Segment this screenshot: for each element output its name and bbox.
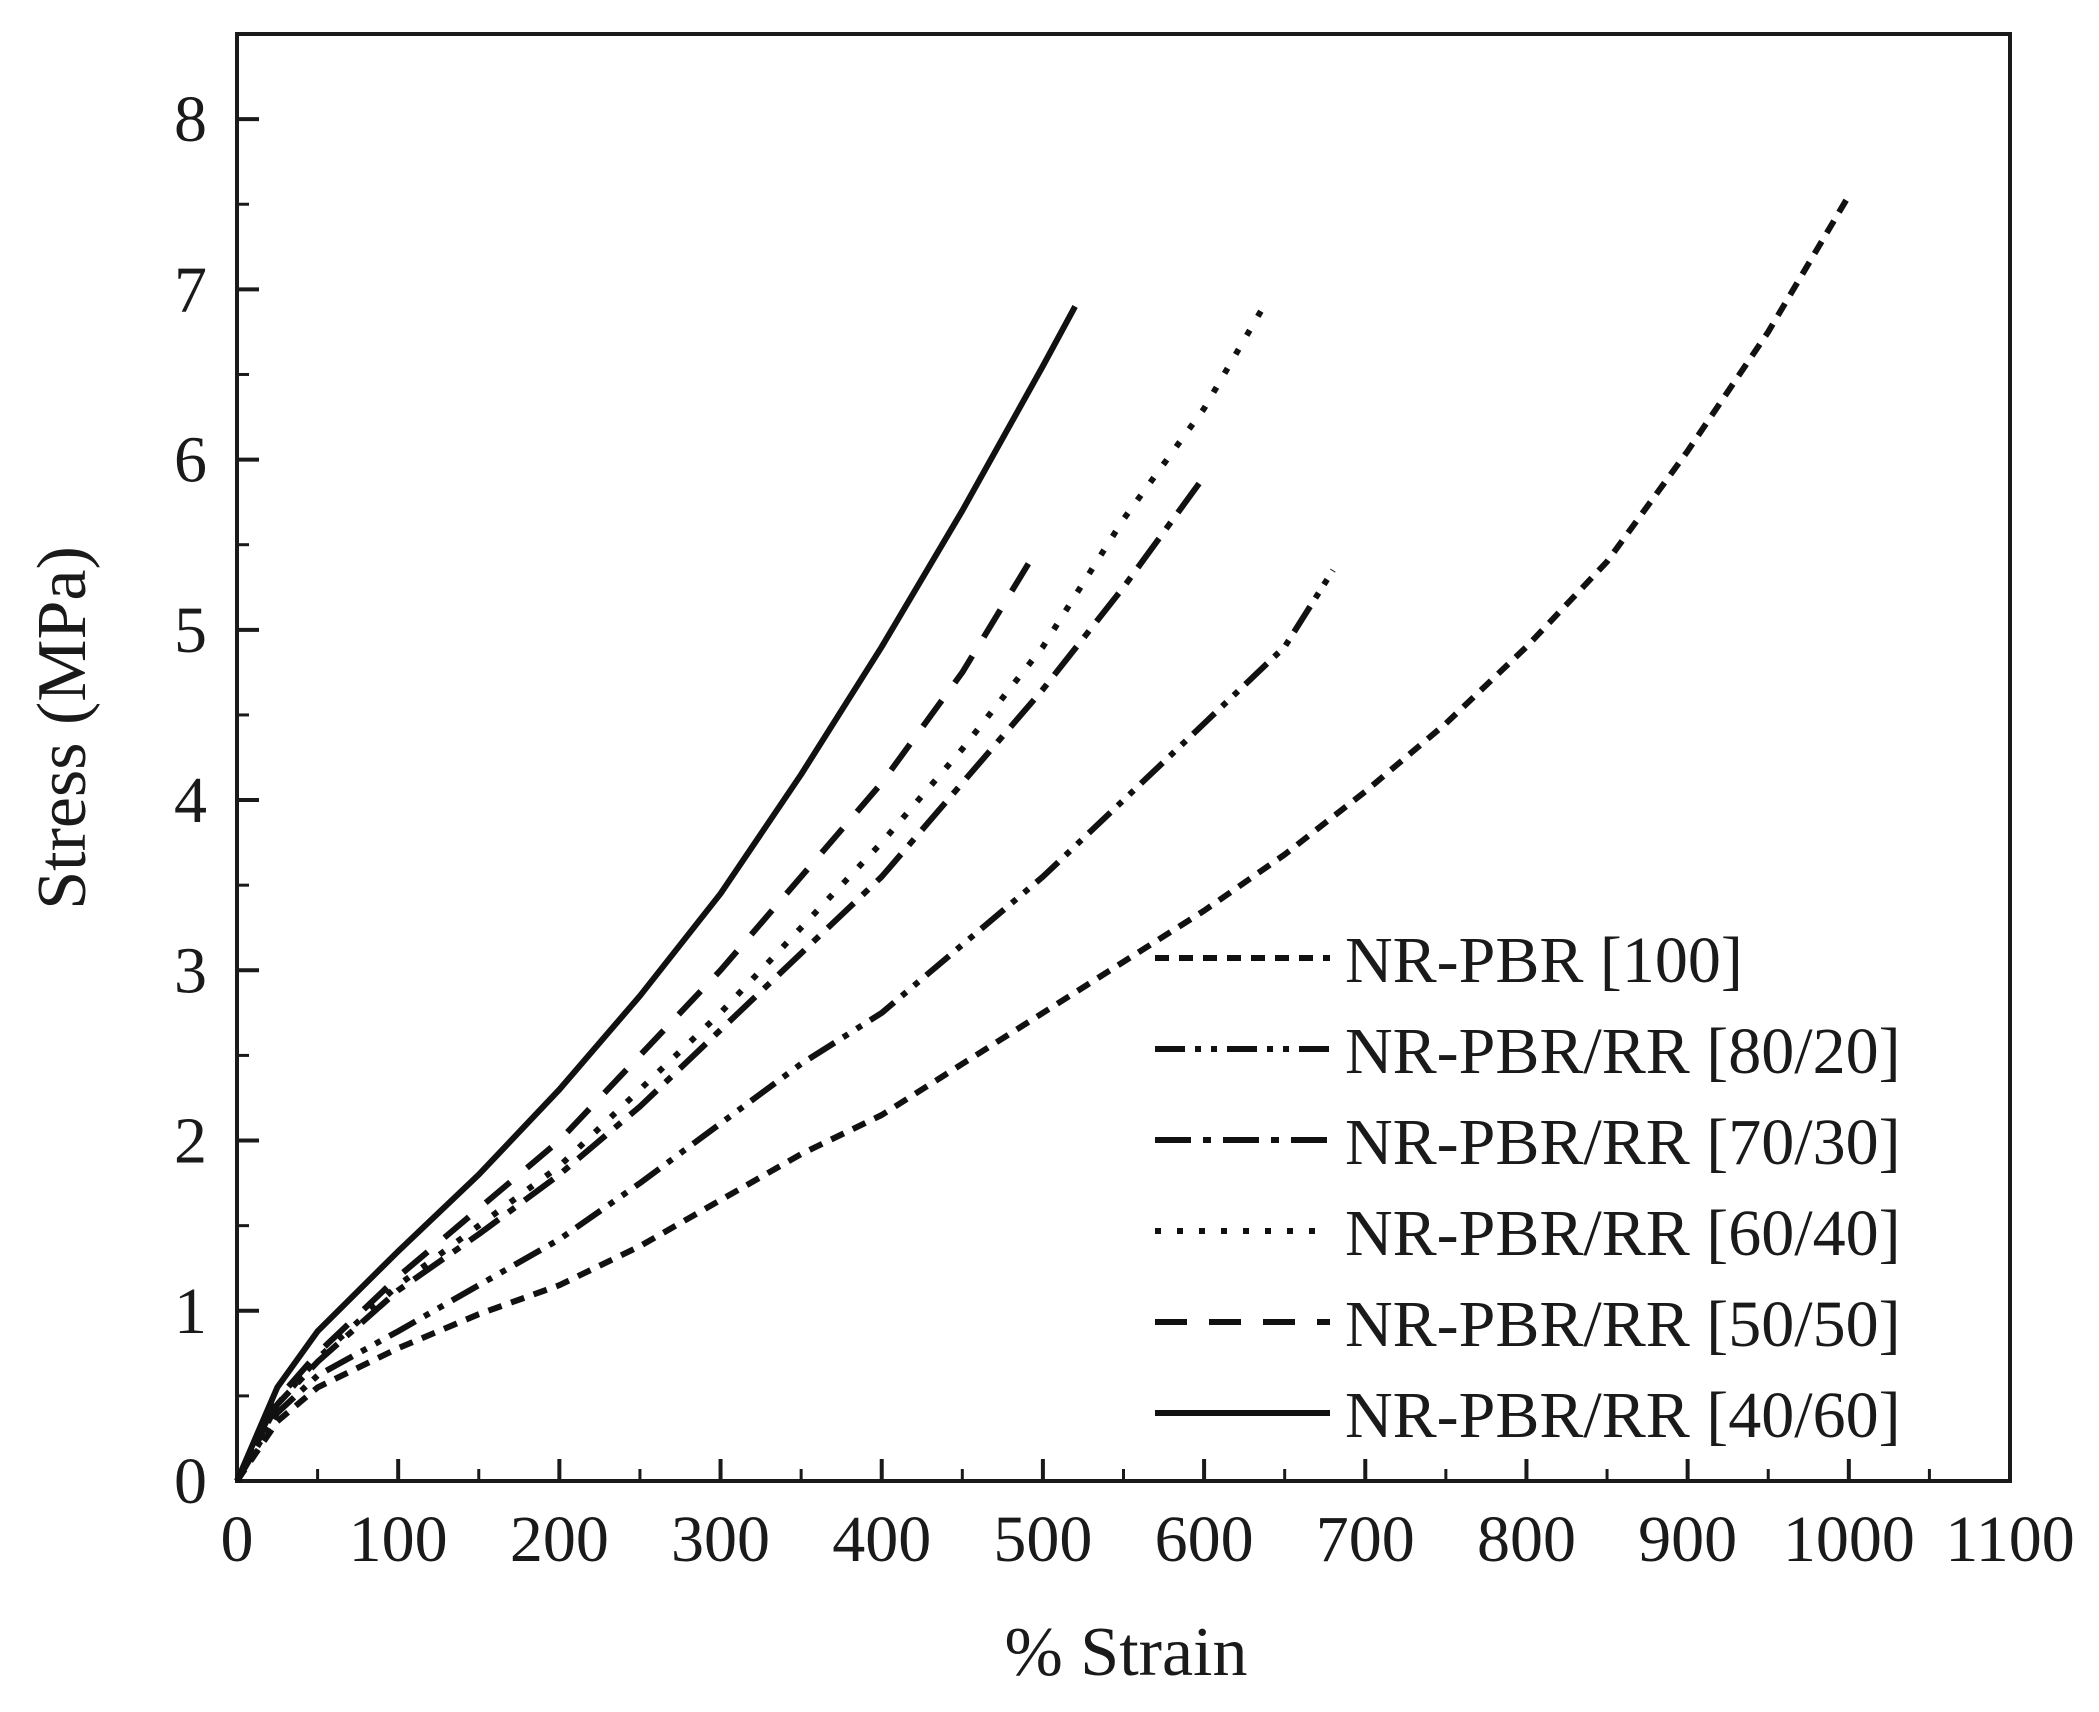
legend-label: NR-PBR/RR [60/40] [1345,1197,1901,1270]
legend-label: NR-PBR/RR [80/20] [1345,1015,1901,1088]
legend-label: NR-PBR/RR [50/50] [1345,1288,1901,1361]
y-tick-label: 8 [174,83,207,156]
series-line [234,474,1207,1483]
x-tick-label: 1000 [1783,1503,1915,1576]
y-tick-label: 6 [174,424,207,497]
tick-group: 0 100 200 300 400 500 600 700 800 900 1000 1100 0 1 2 3… [174,32,2075,1576]
x-tick-label: 1100 [1945,1503,2075,1576]
y-tick-label: 2 [174,1105,207,1178]
x-tick-label: 900 [1638,1503,1737,1576]
y-tick-label: 0 [174,1445,207,1518]
x-tick-label: 0 [221,1503,254,1576]
x-tick-label: 200 [510,1503,609,1576]
legend-label: NR-PBR [100] [1345,924,1743,997]
x-tick-label: 700 [1316,1503,1415,1576]
series-line [234,551,1038,1483]
y-tick-label: 7 [174,253,207,326]
legend: NR-PBR [100] NR-PBR/RR [80/20] NR-PBR/RR [… [1155,924,1901,1452]
x-tick-label: 800 [1477,1503,1576,1576]
x-tick-label: 400 [832,1503,931,1576]
y-axis-title: Stress (MPa) [24,546,101,910]
series-line [234,304,1078,1483]
x-tick-label: 600 [1155,1503,1254,1576]
series-line [234,568,1336,1483]
x-tick-label: 300 [671,1503,770,1576]
series-line [234,194,1852,1483]
legend-label: NR-PBR/RR [40/60] [1345,1379,1901,1452]
legend-label: NR-PBR/RR [70/30] [1345,1106,1901,1179]
series-group [234,194,1852,1483]
y-tick-label: 1 [174,1275,207,1348]
y-tick-label: 4 [174,764,207,837]
y-tick-label: 5 [174,594,207,667]
y-tick-label: 3 [174,934,207,1007]
x-tick-label: 100 [349,1503,448,1576]
series-line [234,296,1272,1483]
x-tick-label: 500 [993,1503,1092,1576]
x-axis-title: % Strain [1004,1614,1247,1691]
